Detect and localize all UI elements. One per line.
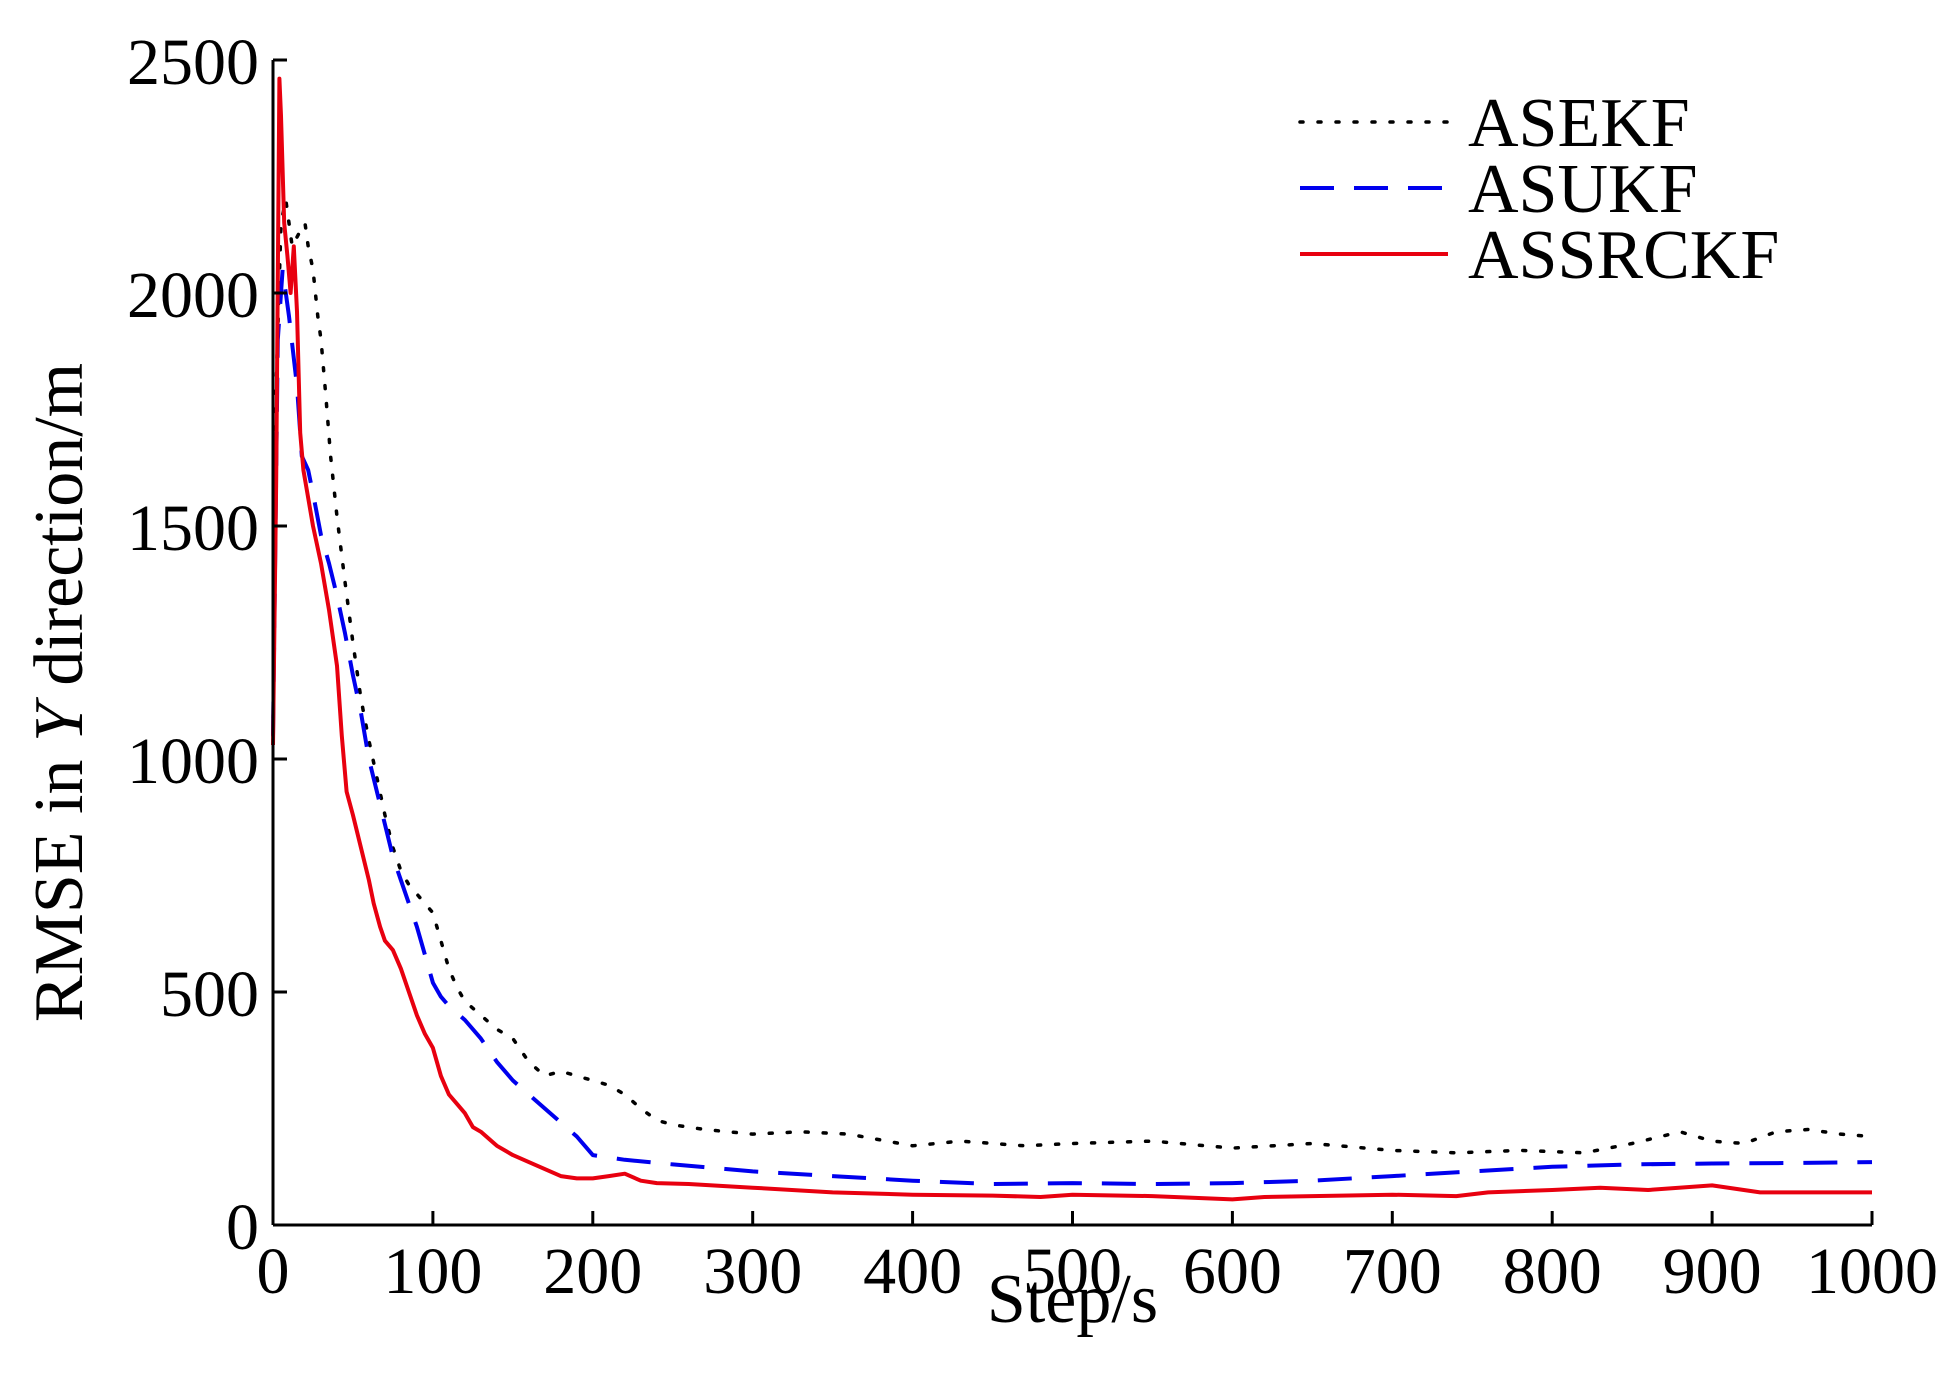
legend-label-asukf: ASUKF [1468,151,1698,228]
y-ticks: 0 500 1000 1500 2000 2500 [127,26,287,1264]
y-axis-title-part-2: direction/m [21,363,98,703]
x-tick-label: 200 [543,1235,642,1308]
series-line-assrckf [271,76,1872,1202]
x-tick-label: 900 [1663,1235,1762,1308]
series-line-asukf [271,267,1873,1186]
x-tick-label: 600 [1183,1235,1282,1308]
y-axis-title-variable: Y [21,696,98,742]
x-tick-label: 500 [1023,1235,1122,1308]
x-tick-label: 400 [863,1235,962,1308]
x-tick-label: 1000 [1806,1235,1938,1308]
x-tick-label: 300 [703,1235,802,1308]
y-tick-label: 2500 [127,26,259,99]
y-tick-label: 2000 [127,259,259,332]
y-axis-title: RMSE in Y direction/m [21,363,98,1022]
x-tick-label: 800 [1503,1235,1602,1308]
x-ticks: 0 100 200 300 400 500 600 700 800 900 1000 [257,1211,1938,1308]
y-tick-label: 1500 [127,492,259,565]
x-tick-label: 0 [257,1235,290,1308]
y-tick-label: 1000 [127,725,259,798]
x-axis-title: Step/s [987,1261,1158,1338]
x-tick-label: 700 [1343,1235,1442,1308]
x-tick-label: 100 [383,1235,482,1308]
legend-label-assrckf: ASSRCKF [1468,217,1779,294]
series-line-asekf [271,198,1874,1155]
legend-label-asekf: ASEKF [1468,85,1690,162]
y-tick-label: 0 [226,1191,259,1264]
series-layer [271,76,1874,1202]
y-tick-label: 500 [160,958,259,1031]
y-axis-title-part-1: RMSE in [21,742,98,1022]
